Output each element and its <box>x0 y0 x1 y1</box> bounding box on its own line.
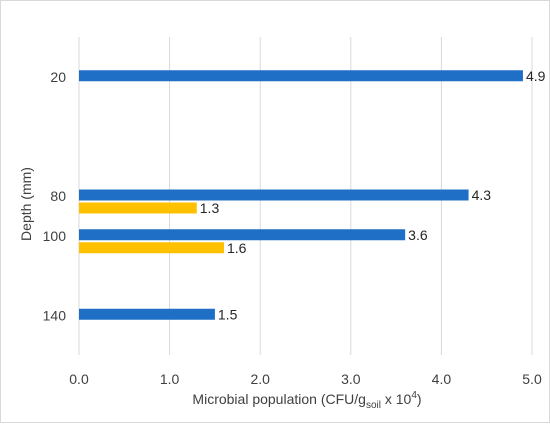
x-axis-title-mid: x 10 <box>381 391 412 407</box>
data-label: 3.6 <box>408 227 428 243</box>
bar <box>79 202 197 214</box>
x-tick-label: 5.0 <box>522 371 542 387</box>
data-label: 4.3 <box>472 187 492 203</box>
data-label: 4.9 <box>526 68 546 84</box>
y-axis-title: Depth (mm) <box>18 167 34 241</box>
x-tick-label: 2.0 <box>250 371 270 387</box>
bar <box>79 308 215 320</box>
data-label: 1.6 <box>227 240 247 256</box>
y-tick-label: 140 <box>43 307 67 323</box>
bar <box>79 189 469 201</box>
x-tick-label: 4.0 <box>432 371 452 387</box>
tick-labels: 0.0 1.0 2.0 3.0 4.0 5.0 20 80 100 140 <box>43 69 542 387</box>
data-label: 1.5 <box>218 306 238 322</box>
x-axis-title: Microbial population (CFU/gsoil x 104) <box>192 390 421 411</box>
bar <box>79 242 224 254</box>
bars <box>79 70 523 320</box>
y-tick-label: 80 <box>50 188 66 204</box>
x-tick-label: 0.0 <box>69 371 89 387</box>
y-tick-label: 100 <box>43 228 67 244</box>
y-tick-label: 20 <box>50 69 66 85</box>
x-axis-title-subscript: soil <box>366 400 381 411</box>
x-axis-title-main: Microbial population (CFU/g <box>192 391 366 407</box>
x-axis-title-end: ) <box>417 391 422 407</box>
x-tick-label: 1.0 <box>160 371 180 387</box>
bar <box>79 229 406 241</box>
x-axis-title-superscript: 4 <box>411 390 417 401</box>
data-label: 1.3 <box>200 200 220 216</box>
data-labels: 4.9 4.3 3.6 1.5 1.3 1.6 <box>200 68 546 323</box>
bar <box>79 70 523 82</box>
x-tick-label: 3.0 <box>341 371 361 387</box>
